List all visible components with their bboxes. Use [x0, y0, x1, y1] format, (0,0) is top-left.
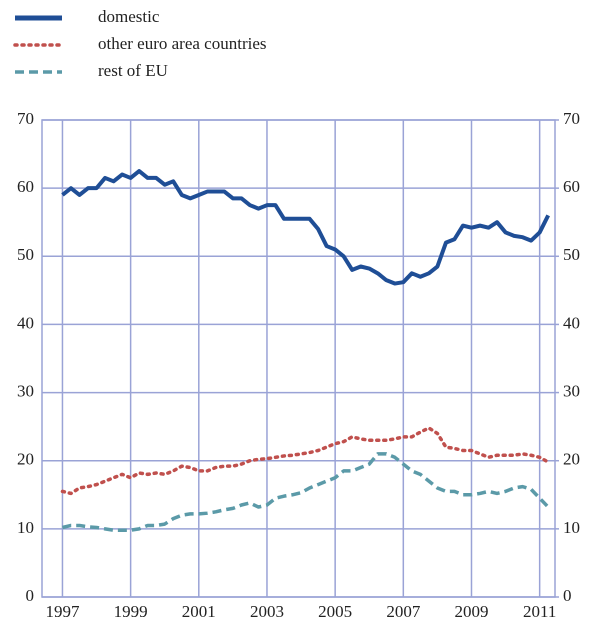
legend-label: domestic [98, 7, 160, 26]
y2-tick-label: 50 [563, 245, 580, 264]
series-line [62, 452, 550, 532]
series-line [60, 426, 550, 496]
x-tick-label: 1997 [45, 602, 80, 621]
y-tick-label: 70 [17, 109, 34, 128]
y-tick-label: 60 [17, 177, 34, 196]
x-tick-label: 1999 [114, 602, 148, 621]
y-tick-label: 10 [17, 518, 34, 537]
plot-area [41, 119, 556, 598]
x-tick-label: 2001 [182, 602, 216, 621]
y2-tick-label: 40 [563, 313, 580, 332]
x-tick-label: 2003 [250, 602, 284, 621]
y-tick-label: 0 [26, 586, 35, 605]
legend-label: other euro area countries [98, 34, 267, 53]
y-tick-label: 50 [17, 245, 34, 264]
y-tick-label: 30 [17, 381, 34, 400]
series-line [61, 169, 550, 286]
y2-tick-label: 10 [563, 518, 580, 537]
y-tick-label: 20 [17, 450, 34, 469]
x-tick-label: 2009 [454, 602, 488, 621]
x-tick-label: 2005 [318, 602, 352, 621]
x-tick-label: 2011 [523, 602, 556, 621]
y-tick-label: 40 [17, 313, 34, 332]
x-tick-label: 2007 [386, 602, 421, 621]
y2-tick-label: 20 [563, 450, 580, 469]
y2-tick-label: 30 [563, 381, 580, 400]
y2-tick-label: 60 [563, 177, 580, 196]
y2-tick-label: 70 [563, 109, 580, 128]
legend-label: rest of EU [98, 61, 168, 80]
y2-tick-label: 0 [563, 586, 572, 605]
